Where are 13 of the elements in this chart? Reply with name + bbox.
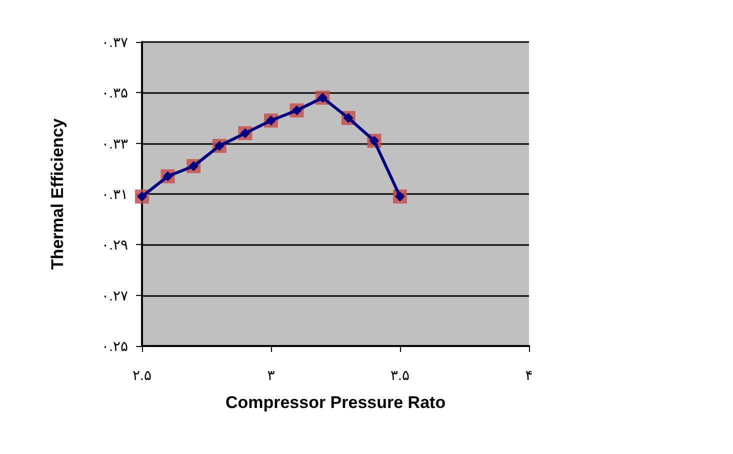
y-tick-label: ۰.۳۱ (102, 186, 128, 202)
y-tick-label: ۰.۲۹ (102, 236, 128, 253)
y-tick-label: ۰.۲۵ (102, 338, 128, 354)
y-tick-label: ۰.۳۷ (102, 34, 128, 50)
x-tick-label: ۳.۵ (390, 367, 410, 383)
x-tick-label: ۴ (525, 367, 533, 383)
x-tick-label: ۳ (267, 367, 276, 383)
y-tick-label: ۰.۳۳ (102, 135, 128, 152)
x-axis-title: Compressor Pressure Rato (225, 393, 446, 412)
y-tick-label: ۰.۳۵ (102, 84, 128, 101)
x-tick-label: ۲.۵ (132, 367, 152, 383)
y-axis-title: Thermal Efficiency (48, 118, 67, 270)
y-tick-label: ۰.۲۷ (102, 287, 128, 304)
